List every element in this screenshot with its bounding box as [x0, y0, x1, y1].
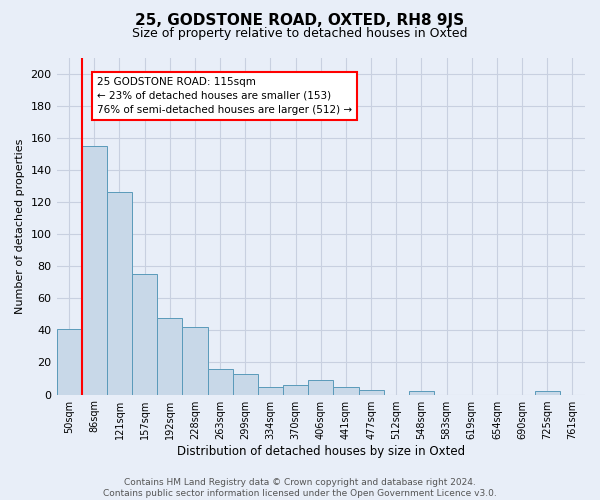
- Bar: [182, 327, 208, 394]
- Bar: [233, 374, 258, 394]
- Bar: [334, 386, 359, 394]
- Bar: [258, 386, 283, 394]
- Bar: [107, 192, 132, 394]
- Bar: [535, 392, 560, 394]
- Text: 25, GODSTONE ROAD, OXTED, RH8 9JS: 25, GODSTONE ROAD, OXTED, RH8 9JS: [136, 12, 464, 28]
- Bar: [308, 380, 334, 394]
- Y-axis label: Number of detached properties: Number of detached properties: [15, 138, 25, 314]
- X-axis label: Distribution of detached houses by size in Oxted: Distribution of detached houses by size …: [177, 444, 465, 458]
- Bar: [359, 390, 383, 394]
- Bar: [56, 329, 82, 394]
- Bar: [157, 318, 182, 394]
- Text: Contains HM Land Registry data © Crown copyright and database right 2024.
Contai: Contains HM Land Registry data © Crown c…: [103, 478, 497, 498]
- Text: Size of property relative to detached houses in Oxted: Size of property relative to detached ho…: [132, 28, 468, 40]
- Text: 25 GODSTONE ROAD: 115sqm
← 23% of detached houses are smaller (153)
76% of semi-: 25 GODSTONE ROAD: 115sqm ← 23% of detach…: [97, 77, 352, 115]
- Bar: [283, 385, 308, 394]
- Bar: [82, 146, 107, 394]
- Bar: [208, 369, 233, 394]
- Bar: [409, 392, 434, 394]
- Bar: [132, 274, 157, 394]
